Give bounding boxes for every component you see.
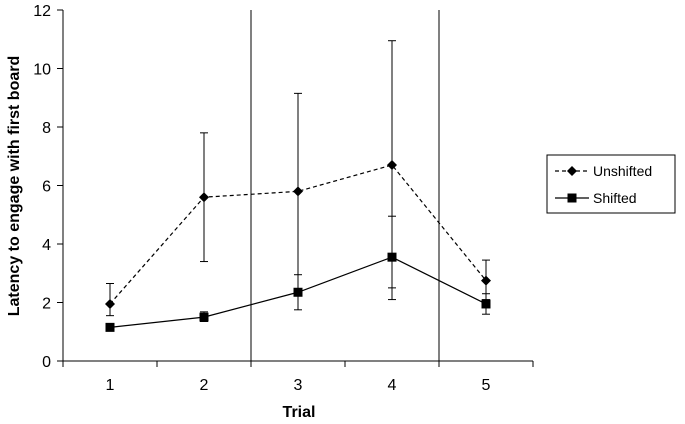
x-tick-label: 5 <box>482 377 491 394</box>
y-tick-label: 8 <box>42 120 51 137</box>
y-tick-label: 12 <box>33 3 51 20</box>
x-tick-label: 2 <box>200 377 209 394</box>
square-marker <box>199 312 209 322</box>
x-tick-label: 1 <box>106 377 115 394</box>
x-tick-label: 4 <box>388 377 397 394</box>
square-marker <box>481 299 491 309</box>
diamond-marker <box>481 275 491 286</box>
diamond-marker <box>293 186 303 197</box>
legend-label: Unshifted <box>593 163 652 179</box>
diamond-marker <box>199 192 209 203</box>
legend-label: Shifted <box>593 190 637 206</box>
y-tick-label: 6 <box>42 179 51 196</box>
diamond-marker <box>105 298 115 309</box>
square-marker <box>105 322 115 332</box>
series-group <box>105 40 491 332</box>
square-marker <box>567 193 577 203</box>
square-marker <box>293 287 303 297</box>
legend-box <box>546 154 676 214</box>
square-marker <box>387 252 397 262</box>
legend: Unshifted Shifted <box>546 154 676 214</box>
x-axis-title: Trial <box>283 404 316 421</box>
series-line <box>109 164 487 305</box>
y-tick-label: 4 <box>42 237 51 254</box>
y-axis-title: Latency to engage with first board <box>6 56 23 316</box>
trial-separators <box>250 10 440 361</box>
series-shifted <box>105 215 491 332</box>
x-tick-label: 3 <box>294 377 303 394</box>
y-tick-label: 10 <box>33 62 51 79</box>
diamond-marker <box>567 166 577 176</box>
y-tick-label: 2 <box>42 296 51 313</box>
diamond-marker <box>387 160 397 171</box>
y-tick-label: 0 <box>42 354 51 371</box>
